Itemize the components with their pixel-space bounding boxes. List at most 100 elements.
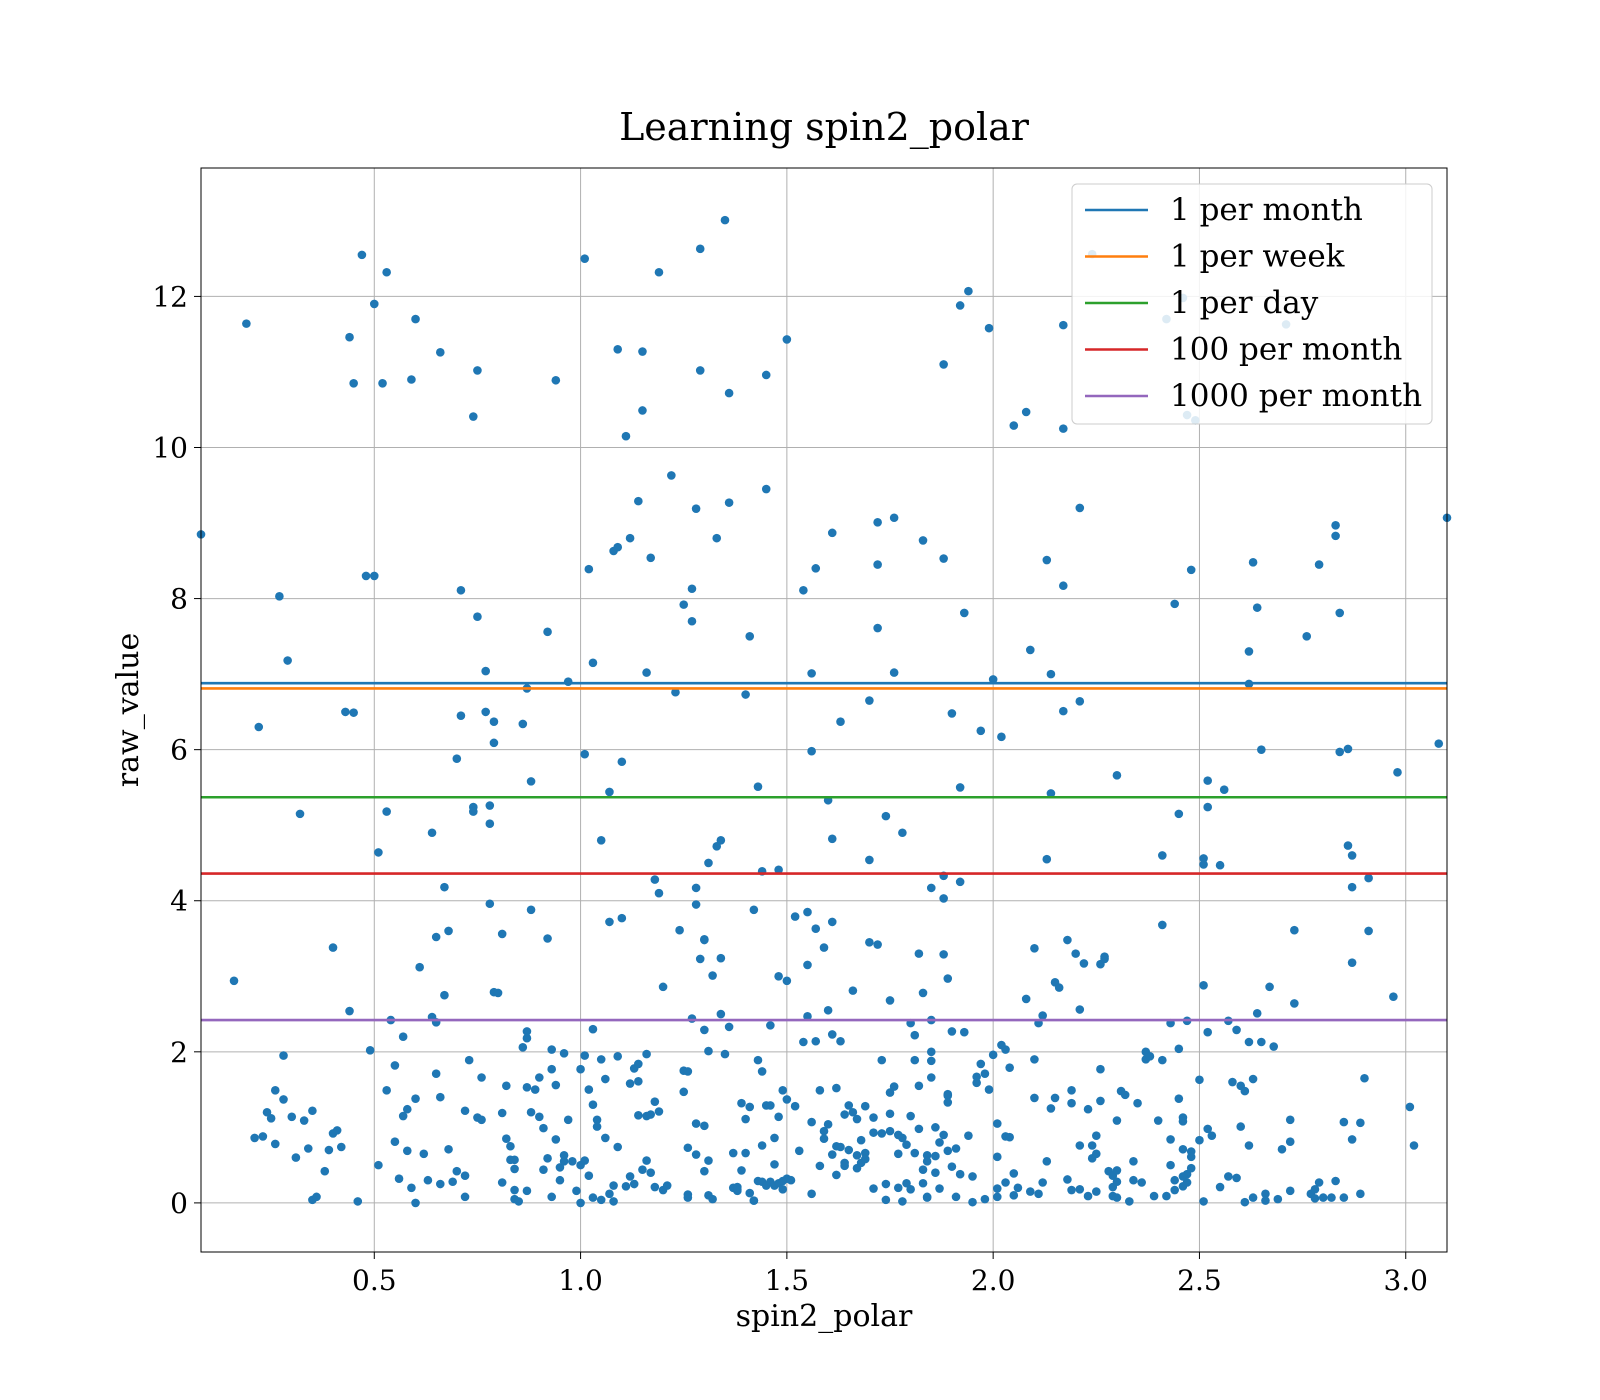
data-point — [279, 1051, 288, 1060]
data-point — [906, 1111, 915, 1121]
data-point — [898, 1197, 907, 1206]
data-point — [1252, 1008, 1262, 1018]
data-point — [790, 1101, 800, 1111]
data-point — [497, 929, 507, 939]
data-point — [625, 1172, 635, 1181]
data-point — [778, 1185, 788, 1194]
data-point — [869, 1113, 878, 1122]
data-point — [761, 484, 771, 494]
data-point — [440, 990, 449, 1000]
data-point — [382, 1086, 391, 1095]
data-point — [485, 899, 495, 909]
data-point — [708, 1194, 717, 1204]
data-point — [345, 332, 354, 342]
y-tick-label: 0 — [170, 1187, 188, 1220]
data-point — [464, 1055, 474, 1065]
data-point — [889, 513, 899, 523]
data-point — [654, 1107, 664, 1116]
data-point — [592, 1122, 602, 1131]
data-point — [1075, 503, 1085, 513]
data-point — [947, 709, 957, 718]
data-point — [716, 836, 726, 845]
data-point — [1186, 1163, 1196, 1173]
data-point — [650, 1182, 660, 1192]
data-point — [1347, 958, 1357, 967]
data-point — [543, 627, 552, 637]
y-tick-label: 6 — [170, 734, 188, 767]
data-point — [349, 708, 358, 717]
y-tick-label: 2 — [170, 1036, 188, 1069]
data-point — [1186, 565, 1196, 575]
data-point — [807, 669, 816, 678]
data-point — [1058, 581, 1068, 591]
data-point — [1158, 1055, 1167, 1065]
data-point — [435, 1179, 445, 1189]
data-point — [1030, 1093, 1039, 1103]
data-point — [984, 1085, 994, 1094]
data-point — [1137, 1178, 1146, 1187]
x-tick-label: 1.5 — [765, 1264, 810, 1297]
data-point — [955, 1169, 965, 1179]
data-point — [745, 1188, 755, 1198]
data-point — [827, 834, 837, 844]
data-point — [1112, 771, 1122, 780]
data-point — [1331, 531, 1340, 541]
data-point — [951, 1144, 961, 1153]
data-point — [522, 1083, 532, 1092]
data-point — [551, 375, 561, 385]
data-point — [1071, 949, 1080, 958]
data-point — [877, 1129, 887, 1138]
data-point — [510, 1155, 519, 1165]
data-point — [931, 1168, 940, 1177]
data-point — [1054, 983, 1064, 992]
data-point — [621, 431, 631, 441]
data-point — [580, 1156, 590, 1165]
data-point — [881, 1195, 891, 1205]
data-point — [926, 1073, 936, 1082]
data-point — [605, 787, 614, 797]
data-point — [1042, 854, 1052, 864]
data-point — [250, 1133, 259, 1143]
data-point — [411, 314, 420, 324]
legend-label: 1 per day — [1170, 285, 1319, 321]
data-point — [1009, 421, 1019, 430]
data-point — [1257, 1037, 1266, 1047]
data-point — [811, 564, 821, 573]
data-point — [997, 732, 1006, 742]
data-point — [1001, 1178, 1010, 1187]
data-point — [931, 1123, 940, 1132]
data-point — [980, 1194, 990, 1204]
data-point — [1199, 1197, 1208, 1206]
data-point — [1240, 1086, 1250, 1096]
axis-ticks: 0.5 1.0 1.5 2.0 2.5 3.0 0 2 4 6 8 10 12 — [152, 280, 1428, 1297]
data-point — [357, 250, 367, 260]
data-point — [634, 1059, 643, 1069]
data-point — [860, 1148, 870, 1158]
data-point — [918, 536, 928, 545]
data-point — [1075, 1005, 1085, 1014]
data-point — [910, 1055, 920, 1065]
data-point — [1393, 768, 1402, 777]
data-point — [918, 988, 928, 998]
data-point — [481, 666, 490, 676]
data-point — [712, 533, 722, 543]
data-point — [856, 1135, 866, 1145]
data-point — [1158, 851, 1167, 860]
data-point — [799, 585, 808, 595]
data-point — [922, 1193, 932, 1202]
data-point — [605, 1189, 614, 1199]
data-point — [1318, 1193, 1328, 1202]
data-point — [374, 1160, 383, 1170]
data-point — [1166, 1160, 1175, 1170]
data-point — [662, 1181, 672, 1190]
data-point — [493, 988, 503, 998]
data-point — [947, 1162, 957, 1171]
data-point — [1030, 1055, 1039, 1064]
data-point — [625, 533, 635, 543]
data-point — [1129, 1157, 1138, 1166]
data-point — [452, 1166, 462, 1176]
data-point — [757, 1141, 767, 1150]
legend-label: 1000 per month — [1170, 378, 1422, 414]
data-point — [518, 1042, 528, 1052]
data-point — [832, 1083, 841, 1093]
